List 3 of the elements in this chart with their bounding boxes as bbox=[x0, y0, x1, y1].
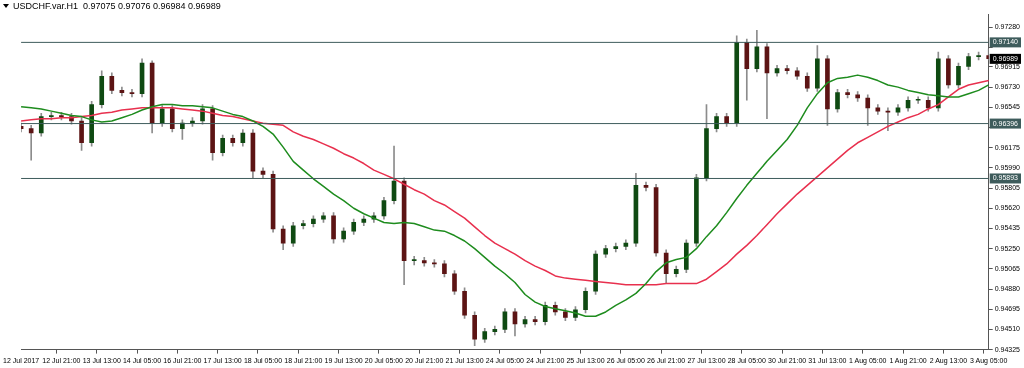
candlestick bbox=[28, 124, 34, 161]
candlestick bbox=[885, 107, 891, 132]
chart-title: USDCHF.var.H1 0.97075 0.97076 0.96984 0.96989 bbox=[13, 1, 221, 11]
